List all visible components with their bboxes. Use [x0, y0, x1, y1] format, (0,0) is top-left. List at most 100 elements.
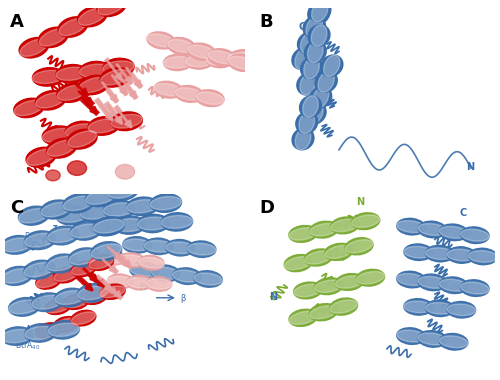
- Text: N: N: [466, 162, 474, 172]
- Ellipse shape: [396, 218, 426, 235]
- Ellipse shape: [312, 87, 329, 108]
- Ellipse shape: [336, 276, 363, 288]
- Ellipse shape: [24, 231, 56, 250]
- Ellipse shape: [57, 83, 88, 102]
- Ellipse shape: [78, 75, 109, 95]
- Text: B: B: [260, 13, 274, 31]
- Ellipse shape: [8, 300, 40, 314]
- Ellipse shape: [330, 217, 359, 234]
- Ellipse shape: [40, 29, 67, 46]
- Ellipse shape: [161, 215, 192, 228]
- Ellipse shape: [175, 88, 203, 100]
- Ellipse shape: [292, 48, 314, 70]
- Ellipse shape: [308, 0, 331, 22]
- Ellipse shape: [188, 43, 216, 60]
- Ellipse shape: [303, 16, 326, 38]
- Ellipse shape: [64, 196, 94, 211]
- Ellipse shape: [78, 286, 108, 300]
- Ellipse shape: [325, 245, 352, 258]
- Ellipse shape: [100, 286, 125, 298]
- Ellipse shape: [206, 51, 235, 68]
- Ellipse shape: [48, 229, 78, 242]
- Ellipse shape: [14, 100, 44, 116]
- Ellipse shape: [289, 311, 317, 325]
- Ellipse shape: [314, 278, 343, 294]
- Ellipse shape: [54, 267, 78, 283]
- Ellipse shape: [302, 96, 318, 117]
- Ellipse shape: [297, 73, 318, 95]
- Ellipse shape: [41, 202, 72, 217]
- Ellipse shape: [397, 274, 425, 285]
- Ellipse shape: [47, 140, 76, 156]
- Ellipse shape: [36, 325, 60, 337]
- Ellipse shape: [114, 218, 146, 231]
- Ellipse shape: [90, 217, 122, 236]
- Ellipse shape: [300, 96, 322, 117]
- Ellipse shape: [70, 224, 102, 238]
- Ellipse shape: [346, 240, 373, 253]
- Ellipse shape: [48, 226, 78, 245]
- Text: N: N: [356, 197, 364, 207]
- Ellipse shape: [306, 16, 322, 38]
- Ellipse shape: [294, 284, 322, 297]
- Ellipse shape: [36, 274, 60, 289]
- Ellipse shape: [304, 41, 326, 63]
- Ellipse shape: [48, 323, 80, 336]
- Ellipse shape: [64, 294, 88, 309]
- Text: D: D: [260, 199, 275, 217]
- Ellipse shape: [40, 200, 72, 219]
- Ellipse shape: [396, 328, 426, 344]
- Ellipse shape: [460, 280, 489, 296]
- Ellipse shape: [100, 70, 130, 85]
- Ellipse shape: [67, 129, 97, 149]
- Ellipse shape: [330, 298, 357, 315]
- Ellipse shape: [172, 268, 201, 284]
- Ellipse shape: [94, 219, 124, 233]
- Ellipse shape: [294, 282, 322, 299]
- Ellipse shape: [318, 71, 334, 92]
- Ellipse shape: [447, 301, 476, 318]
- Ellipse shape: [440, 336, 468, 348]
- Ellipse shape: [304, 19, 326, 40]
- Ellipse shape: [126, 277, 152, 288]
- Ellipse shape: [36, 93, 66, 108]
- Ellipse shape: [185, 53, 214, 69]
- Ellipse shape: [102, 58, 134, 77]
- Ellipse shape: [89, 256, 113, 269]
- Ellipse shape: [228, 56, 256, 70]
- Ellipse shape: [168, 38, 196, 55]
- Ellipse shape: [324, 55, 340, 76]
- Ellipse shape: [447, 247, 476, 263]
- Ellipse shape: [426, 248, 454, 260]
- Ellipse shape: [45, 299, 70, 315]
- Ellipse shape: [130, 264, 158, 276]
- Ellipse shape: [150, 196, 182, 210]
- Ellipse shape: [63, 194, 94, 213]
- Ellipse shape: [32, 70, 64, 84]
- Ellipse shape: [304, 103, 326, 124]
- Ellipse shape: [126, 276, 152, 290]
- Ellipse shape: [80, 203, 112, 222]
- Ellipse shape: [71, 310, 96, 326]
- Ellipse shape: [194, 271, 222, 287]
- Ellipse shape: [80, 206, 112, 219]
- Text: C: C: [149, 265, 155, 274]
- Ellipse shape: [308, 25, 330, 47]
- Ellipse shape: [36, 275, 60, 288]
- Ellipse shape: [426, 300, 454, 317]
- Ellipse shape: [138, 255, 164, 270]
- Ellipse shape: [54, 317, 78, 332]
- Ellipse shape: [68, 131, 96, 147]
- Ellipse shape: [289, 225, 317, 242]
- Text: C: C: [459, 208, 466, 218]
- Ellipse shape: [138, 217, 169, 230]
- Ellipse shape: [460, 227, 489, 244]
- Ellipse shape: [72, 263, 96, 275]
- Ellipse shape: [356, 269, 384, 286]
- Ellipse shape: [292, 128, 314, 150]
- Ellipse shape: [151, 265, 180, 282]
- Ellipse shape: [194, 273, 222, 285]
- Ellipse shape: [2, 238, 32, 252]
- Ellipse shape: [166, 239, 194, 256]
- Ellipse shape: [175, 86, 204, 102]
